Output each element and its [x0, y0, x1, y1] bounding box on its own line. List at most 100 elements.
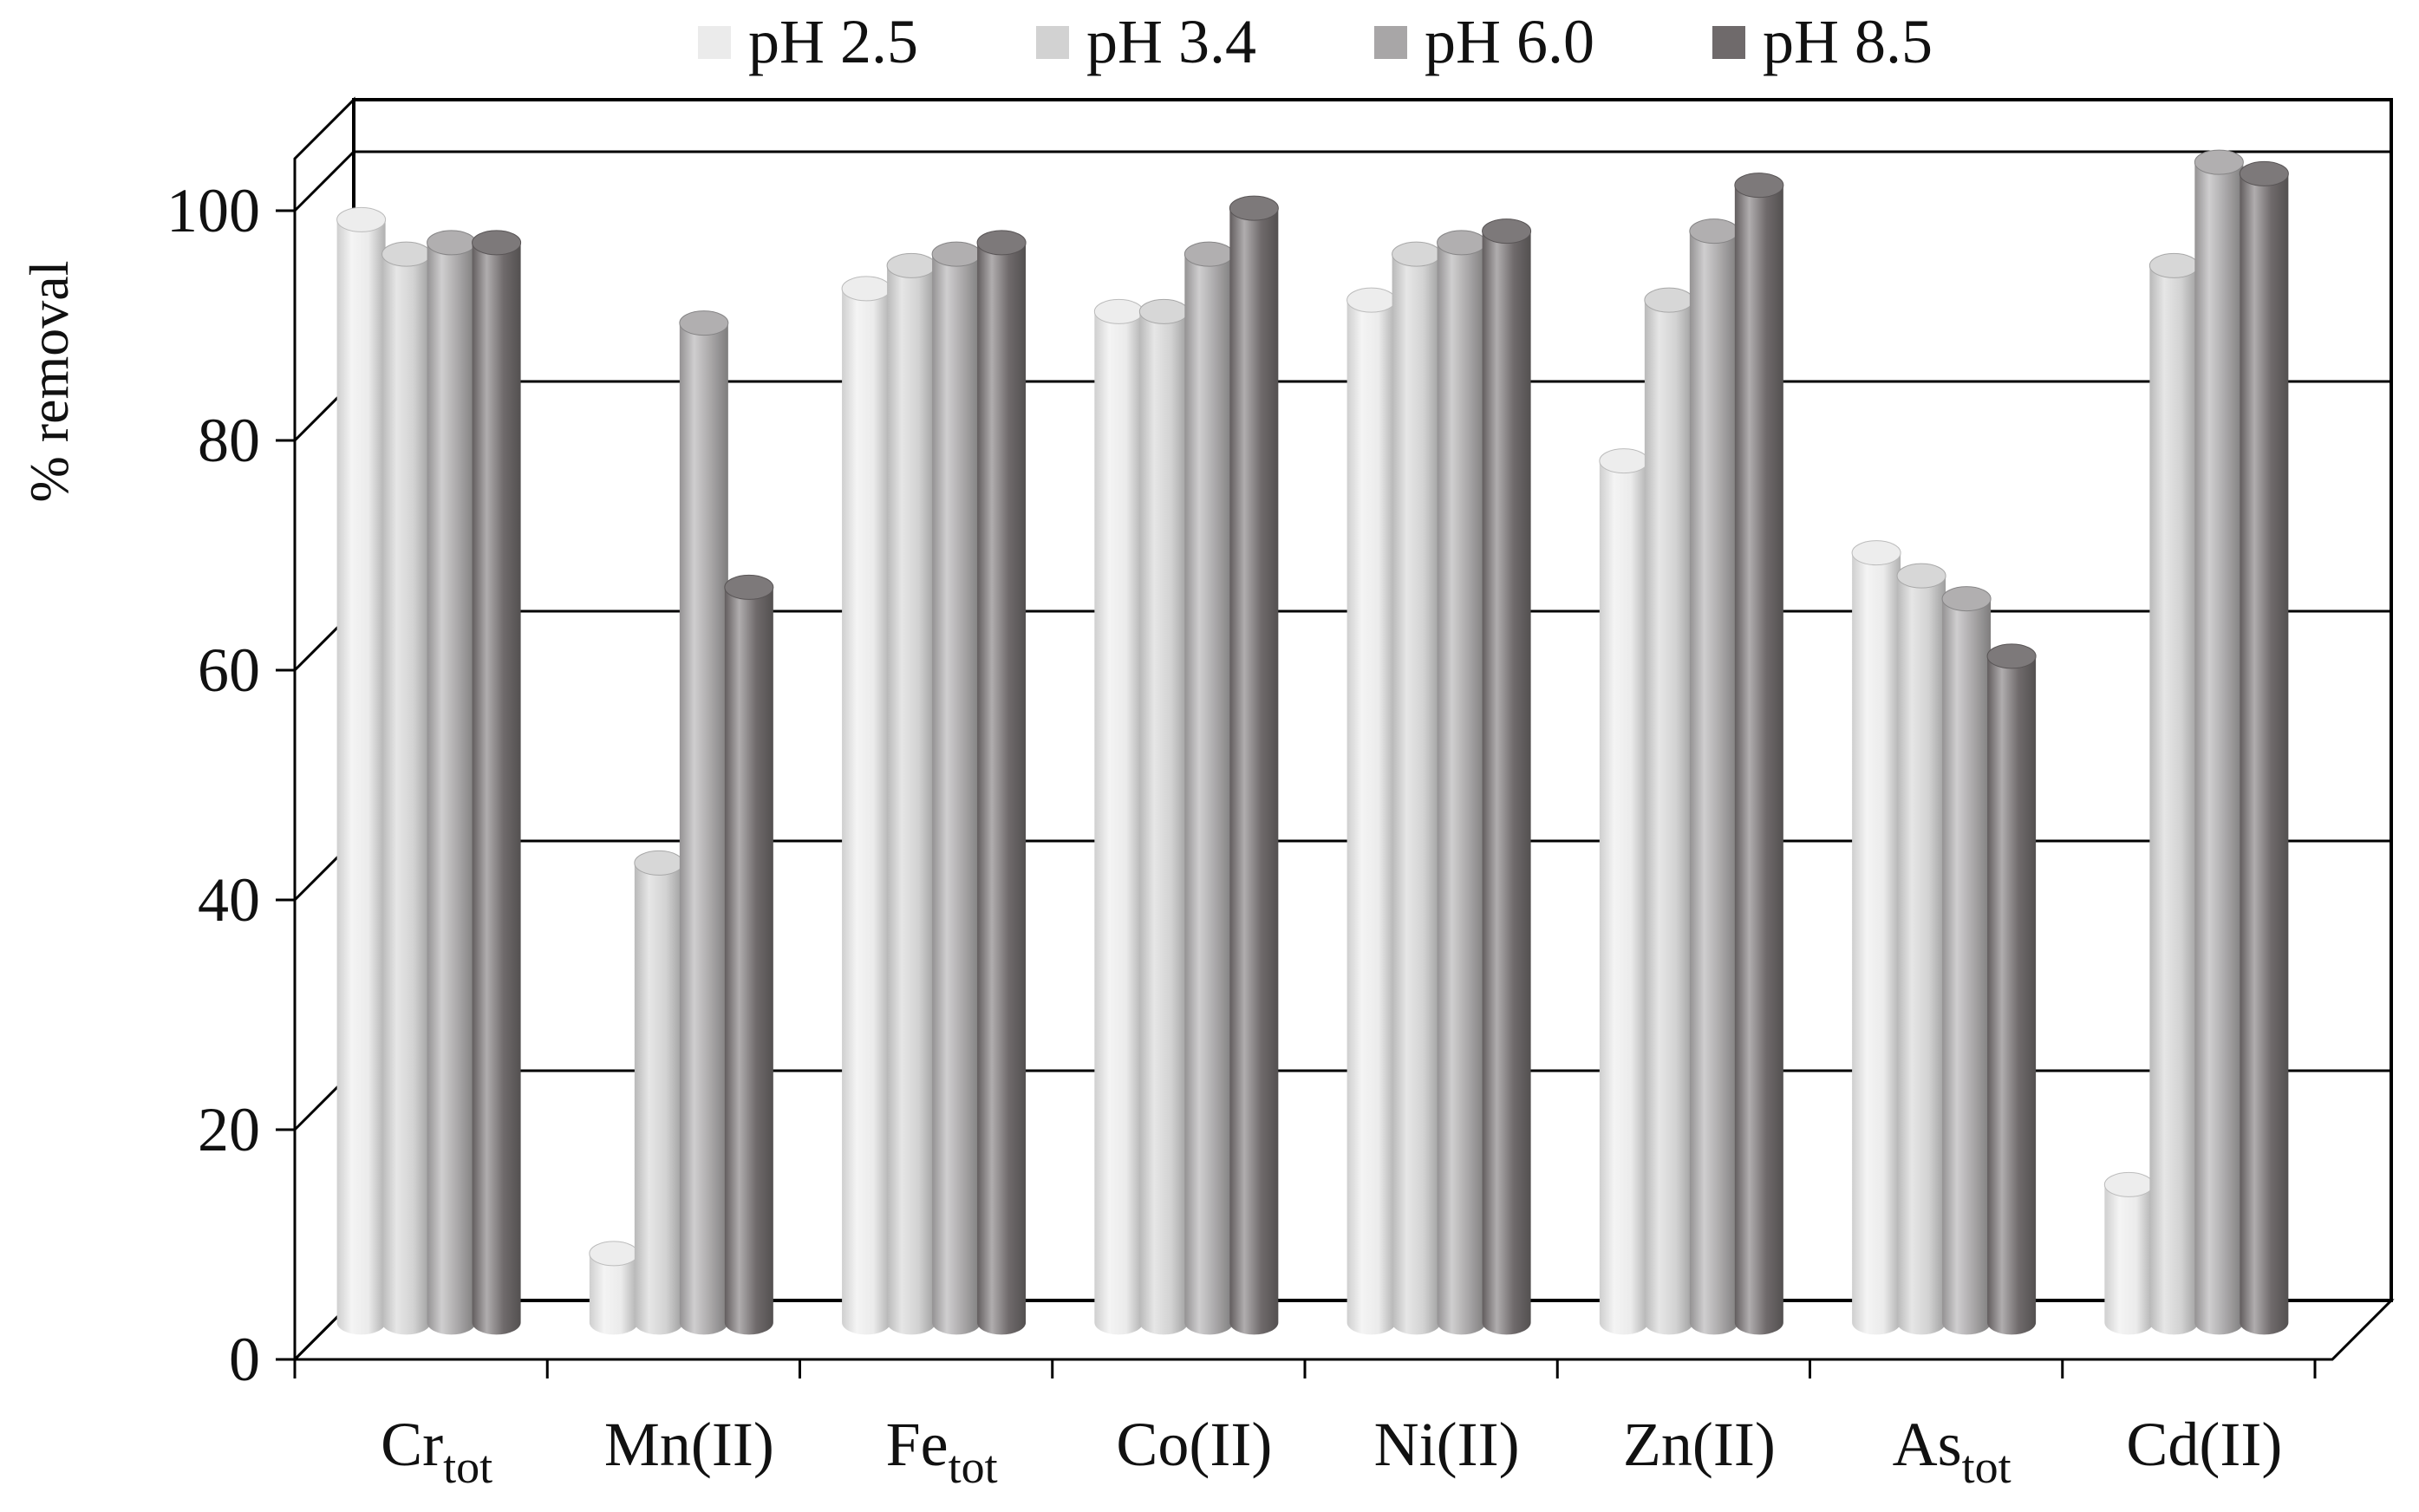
- bar-ph-6.0: [1689, 218, 1739, 1335]
- bar-top: [2148, 252, 2199, 278]
- bar-top: [976, 230, 1027, 256]
- y-tick-label: 20: [198, 1095, 260, 1164]
- y-tick-label: 60: [198, 635, 260, 705]
- bar-ph-2.5: [1093, 298, 1144, 1335]
- plot-walls: [291, 96, 2395, 1363]
- bar-body: [1346, 300, 1396, 1335]
- bar-body: [1392, 254, 1441, 1335]
- bar-body: [1689, 231, 1738, 1335]
- bar-ph-3.4: [1392, 241, 1442, 1335]
- bar-ph-3.4: [381, 241, 432, 1335]
- bar-body: [724, 587, 773, 1335]
- bar-body: [977, 242, 1027, 1335]
- bar-top: [679, 310, 729, 336]
- bar-ph-8.5: [1482, 218, 1532, 1335]
- bar-top: [1437, 230, 1487, 256]
- bar-body: [1987, 655, 2037, 1335]
- legend-item: pH 2.5: [698, 7, 918, 76]
- bar-top: [1689, 218, 1739, 244]
- bar-body: [589, 1253, 638, 1335]
- legend-item: pH 3.4: [1036, 7, 1256, 76]
- legend-label: pH 8.5: [1763, 7, 1933, 76]
- bar-top: [1986, 643, 2037, 669]
- bar-ph-8.5: [472, 230, 522, 1335]
- bar-body: [381, 254, 431, 1335]
- bar-top: [1896, 563, 1946, 589]
- bar-body: [2149, 265, 2199, 1335]
- bar-ph-8.5: [1229, 195, 1279, 1335]
- bar-body: [2240, 173, 2289, 1335]
- x-category-label: Astot: [1893, 1410, 2011, 1493]
- bar-ph-6.0: [679, 310, 729, 1335]
- bar-ph-6.0: [1941, 586, 1992, 1335]
- bar-body: [1184, 254, 1234, 1335]
- bar-ph-6.0: [1183, 241, 1234, 1335]
- y-tick-label: 40: [198, 865, 260, 935]
- bar-top: [2239, 160, 2289, 186]
- bar-top: [1392, 241, 1442, 267]
- y-tick-label: 0: [229, 1325, 260, 1394]
- legend-item: pH 6.0: [1374, 7, 1594, 76]
- legend-label: pH 6.0: [1425, 7, 1594, 76]
- bar-top: [336, 206, 387, 232]
- legend-label: pH 3.4: [1086, 7, 1256, 76]
- legend-swatch: [1712, 26, 1745, 59]
- bar-ph-3.4: [886, 252, 936, 1335]
- bar-ph-8.5: [1986, 643, 2037, 1335]
- bar-top: [1644, 287, 1694, 313]
- bar-top: [1941, 586, 1992, 612]
- bar-body: [1942, 598, 1992, 1335]
- legend-swatch: [1036, 26, 1069, 59]
- bar-body: [472, 242, 521, 1335]
- y-tick-label: 100: [166, 176, 260, 245]
- gridline-side: [293, 150, 355, 212]
- bar-ph-8.5: [1734, 173, 1784, 1335]
- bar-body: [1437, 242, 1486, 1335]
- bar-top: [1229, 195, 1279, 221]
- bar-body: [1229, 208, 1279, 1335]
- bar-top: [589, 1241, 639, 1267]
- bar-body: [1734, 185, 1783, 1335]
- legend-item: pH 8.5: [1712, 7, 1933, 76]
- bar-body: [679, 323, 728, 1335]
- bar-body: [2194, 162, 2244, 1335]
- bar-top: [724, 574, 774, 600]
- bar-body: [1599, 460, 1648, 1335]
- bar-body: [1897, 576, 1946, 1335]
- bar-ph-3.4: [1138, 298, 1189, 1335]
- y-tick-label: 80: [198, 406, 260, 475]
- bar-top: [472, 230, 522, 256]
- bar-top: [1851, 540, 1901, 566]
- bar-body: [1139, 311, 1189, 1335]
- bar-ph-6.0: [2194, 149, 2244, 1335]
- bar-top: [381, 241, 432, 267]
- bar-top: [1183, 241, 1234, 267]
- bar-ph-3.4: [634, 850, 684, 1335]
- bar-ph-6.0: [931, 241, 981, 1335]
- bar-body: [1852, 552, 1901, 1335]
- bar-top: [1599, 448, 1649, 474]
- bar-top: [1093, 298, 1144, 324]
- bar-ph-6.0: [427, 230, 477, 1335]
- x-category-label: Zn(II): [1623, 1410, 1776, 1479]
- bar-ph-2.5: [1346, 287, 1397, 1335]
- x-category-label: Crtot: [381, 1410, 492, 1493]
- x-category-label: Cd(II): [2126, 1410, 2282, 1479]
- bar-ph-3.4: [1644, 287, 1694, 1335]
- bar-top: [2194, 149, 2244, 175]
- bar-top: [2103, 1171, 2154, 1197]
- bar-ph-3.4: [1896, 563, 1946, 1335]
- legend: pH 2.5 pH 3.4 pH 6.0 pH 8.5: [698, 7, 1933, 76]
- bar-ph-2.5: [589, 1241, 639, 1335]
- legend-swatch: [698, 26, 731, 59]
- bar-body: [1094, 311, 1144, 1335]
- bar-ph-3.4: [2148, 252, 2199, 1335]
- x-category-label: Fetot: [886, 1410, 998, 1493]
- bar-body: [1644, 300, 1693, 1335]
- bar-top: [634, 850, 684, 876]
- axes: [276, 209, 2332, 1378]
- bar-body: [427, 242, 476, 1335]
- x-category-label: Co(II): [1116, 1410, 1272, 1479]
- bar-top: [1346, 287, 1397, 313]
- bar-top: [931, 241, 981, 267]
